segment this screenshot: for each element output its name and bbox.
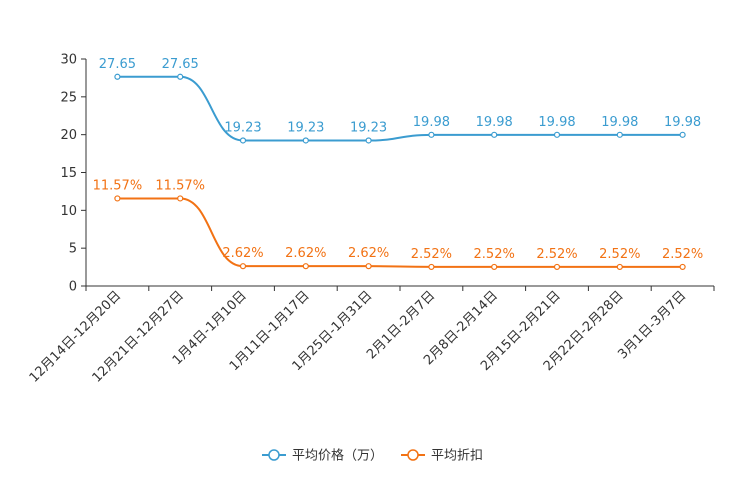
data-point [616, 131, 623, 138]
data-label: 27.65 [99, 57, 136, 72]
y-tick-label: 20 [60, 128, 77, 143]
data-point [679, 131, 686, 138]
data-point [679, 263, 686, 271]
data-label: 19.98 [664, 115, 701, 130]
series-layer: 27.65 27.65 19.23 19.23 19.23 19.98 19.98 19.98… [93, 57, 703, 271]
data-label: 2.62% [348, 246, 389, 261]
y-tick-label: 25 [60, 90, 77, 105]
legend-item-0: 平均价格（万） [262, 448, 383, 464]
y-tick-label: 0 [69, 280, 77, 295]
data-label: 2.52% [599, 247, 640, 262]
data-label: 2.62% [285, 246, 326, 261]
y-tick-label: 10 [60, 204, 77, 219]
data-label: 2.62% [222, 246, 263, 261]
data-point [239, 263, 247, 270]
legend-marker [407, 449, 419, 461]
legend: 平均价格（万） 平均折扣 [262, 448, 483, 464]
data-label: 19.23 [224, 120, 261, 135]
data-point [491, 131, 498, 138]
series-0: 27.65 27.65 19.23 19.23 19.23 19.98 19.98 19.98… [99, 57, 701, 144]
data-point [428, 131, 435, 138]
data-label: 2.52% [662, 247, 703, 262]
y-tick-label: 5 [69, 242, 77, 257]
series-line [117, 75, 683, 142]
legend-item-1: 平均折扣 [401, 449, 483, 464]
data-label: 2.52% [474, 247, 515, 262]
data-point [114, 195, 121, 202]
data-point [302, 137, 309, 144]
data-point [365, 137, 372, 144]
data-point [365, 263, 372, 270]
data-label: 11.57% [155, 178, 205, 193]
data-point [428, 263, 435, 271]
data-label: 19.23 [350, 120, 387, 135]
legend-label: 平均折扣 [431, 449, 483, 464]
data-point [616, 263, 623, 271]
legend-label: 平均价格（万） [292, 448, 383, 464]
data-label: 19.98 [413, 115, 450, 130]
data-point [114, 73, 121, 80]
series-1: 11.57% 11.57% 2.62% 2.62% 2.62% 2.52% 2.52% 2.5… [93, 178, 703, 271]
data-point [553, 131, 561, 138]
data-label: 11.57% [93, 178, 143, 193]
data-label: 19.23 [287, 120, 324, 135]
legend-marker [268, 449, 280, 461]
x-tick-label: 3月1日-3月7日 [615, 288, 689, 362]
y-tick-label: 15 [60, 166, 77, 181]
data-label: 2.52% [411, 247, 452, 262]
data-point [177, 195, 184, 202]
data-point [177, 73, 184, 80]
data-label: 19.98 [476, 115, 513, 130]
series-line [117, 197, 683, 268]
data-label: 19.98 [601, 115, 638, 130]
x-axis: 12月14日-12月20日12月21日-12月27日1月4日-1月10日1月11… [27, 285, 715, 386]
data-point [302, 263, 309, 270]
data-label: 27.65 [162, 57, 199, 72]
data-point [239, 137, 247, 144]
data-point [553, 263, 561, 271]
y-tick-label: 30 [60, 53, 77, 68]
y-axis: 0 5 10 15 20 25 30 [60, 53, 87, 295]
data-label: 19.98 [538, 115, 575, 130]
data-label: 2.52% [536, 247, 577, 262]
data-point [491, 263, 498, 271]
